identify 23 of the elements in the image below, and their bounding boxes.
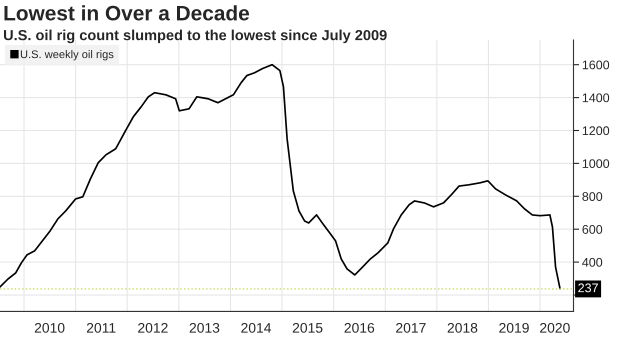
x-tick-label: 2019 [499, 322, 529, 333]
y-tick-label: 400 [582, 258, 602, 267]
x-tick-label: 2020 [540, 322, 570, 333]
x-tick-label: 2015 [292, 322, 322, 333]
legend-label: U.S. weekly oil rigs [20, 50, 114, 60]
y-tick-label: 600 [582, 225, 602, 234]
chart-title: Lowest in Over a Decade [4, 5, 250, 21]
x-tick-label: 2016 [344, 322, 374, 333]
x-tick-label: 2011 [86, 322, 116, 333]
y-tick-label: 1600 [582, 60, 610, 70]
y-tick-label: 1000 [582, 159, 610, 168]
y-tick-label: 1200 [582, 126, 610, 136]
x-tick-label: 2013 [190, 322, 220, 333]
chart-subtitle: U.S. oil rig count slumped to the lowest since July 2009 [4, 30, 387, 44]
x-tick-label: 2012 [138, 322, 168, 333]
x-tick-label: 2018 [448, 322, 478, 333]
ref-line-label: 237 [578, 283, 598, 292]
x-tick-label: 2017 [396, 322, 426, 333]
y-tick-label: 800 [582, 192, 602, 201]
line-series [0, 64, 561, 290]
x-tick-label: 2010 [34, 322, 64, 333]
x-tick-label: 2014 [241, 322, 272, 333]
y-tick-label: 1400 [582, 93, 610, 102]
